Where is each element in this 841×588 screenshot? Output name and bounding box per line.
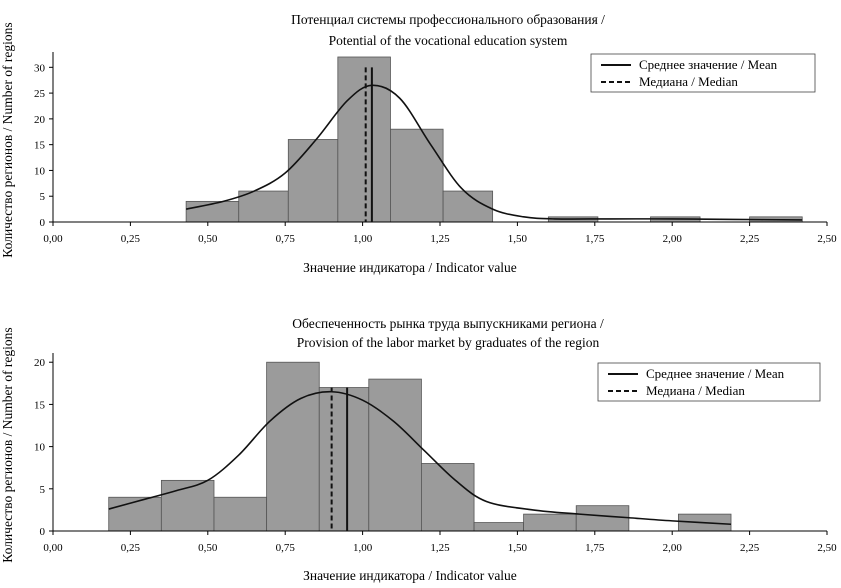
legend-mean-label: Среднее значение / Mean xyxy=(646,366,785,381)
legend: Среднее значение / Mean Медиана / Median xyxy=(597,362,821,402)
histogram-bar xyxy=(368,378,422,532)
histogram-bar xyxy=(473,522,524,532)
x-tick-label: 2,00 xyxy=(663,233,683,245)
histogram-bar xyxy=(390,128,444,223)
x-tick-label: 2,00 xyxy=(663,542,683,554)
x-tick-label: 0,00 xyxy=(43,233,63,245)
legend-box xyxy=(597,362,821,402)
histogram-bar xyxy=(337,56,391,223)
y-tick-label: 10 xyxy=(34,165,46,177)
histogram-bar xyxy=(523,513,577,532)
chart-2: Обеспеченность рынка труда выпускниками … xyxy=(0,316,837,583)
x-tick-label: 2,25 xyxy=(740,542,760,554)
histogram-bar xyxy=(575,505,630,532)
legend-median-label: Медиана / Median xyxy=(646,383,745,398)
y-tick-label: 20 xyxy=(34,114,46,126)
x-tick-label: 0,50 xyxy=(198,233,218,245)
histogram-bar xyxy=(421,463,475,532)
y-tick-label: 5 xyxy=(40,484,46,496)
histogram-bar xyxy=(266,361,320,532)
x-tick-label: 1,75 xyxy=(585,542,605,554)
x-tick-label: 1,25 xyxy=(430,542,450,554)
y-tick-label: 5 xyxy=(40,191,46,203)
x-tick-label: 1,00 xyxy=(353,542,373,554)
histogram-bar xyxy=(238,190,289,223)
y-tick-label: 15 xyxy=(34,399,46,411)
y-axis-label: Количество регионов / Number of regions xyxy=(0,327,15,562)
density-curve xyxy=(108,390,732,526)
histogram-bar xyxy=(160,479,215,532)
x-tick-label: 1,50 xyxy=(508,542,528,554)
x-tick-label: 0,50 xyxy=(198,542,218,554)
density-curve xyxy=(185,84,803,221)
x-axis-label: Значение индикатора / Indicator value xyxy=(303,260,517,275)
y-axis-label: Количество регионов / Number of regions xyxy=(0,22,15,257)
histogram-bar xyxy=(318,387,370,532)
y-tick-label: 0 xyxy=(40,526,46,538)
x-tick-label: 2,50 xyxy=(817,233,837,245)
legend-median-label: Медиана / Median xyxy=(639,74,738,89)
x-tick-label: 0,25 xyxy=(121,233,141,245)
chart-title-line: Potential of the vocational education sy… xyxy=(329,33,568,48)
chart-1: Потенциал системы профессионального обра… xyxy=(0,12,837,275)
y-tick-label: 10 xyxy=(34,442,46,454)
y-tick-label: 0 xyxy=(40,217,46,229)
x-tick-label: 1,25 xyxy=(430,233,450,245)
x-tick-label: 2,50 xyxy=(817,542,837,554)
legend-mean-label: Среднее значение / Mean xyxy=(639,57,778,72)
x-tick-label: 0,75 xyxy=(276,542,296,554)
histogram-bar xyxy=(287,139,339,223)
x-tick-label: 0,75 xyxy=(276,233,296,245)
chart-title-line: Обеспеченность рынка труда выпускниками … xyxy=(292,316,604,331)
y-tick-label: 20 xyxy=(34,357,46,369)
chart-title-line: Provision of the labor market by graduat… xyxy=(297,335,600,350)
x-tick-label: 2,25 xyxy=(740,233,760,245)
x-axis-label: Значение индикатора / Indicator value xyxy=(303,568,517,583)
x-tick-label: 1,75 xyxy=(585,233,605,245)
y-tick-label: 15 xyxy=(34,140,46,152)
x-tick-label: 0,00 xyxy=(43,542,63,554)
x-tick-label: 1,50 xyxy=(508,233,528,245)
y-tick-label: 25 xyxy=(34,88,46,100)
x-tick-label: 0,25 xyxy=(121,542,141,554)
histogram-bar xyxy=(213,496,268,532)
y-tick-label: 30 xyxy=(34,62,46,74)
legend-box xyxy=(590,53,816,93)
legend: Среднее значение / Mean Медиана / Median xyxy=(590,53,816,93)
chart-title-line: Потенциал системы профессионального обра… xyxy=(291,12,605,27)
x-tick-label: 1,00 xyxy=(353,233,373,245)
histogram-bar xyxy=(442,190,494,223)
